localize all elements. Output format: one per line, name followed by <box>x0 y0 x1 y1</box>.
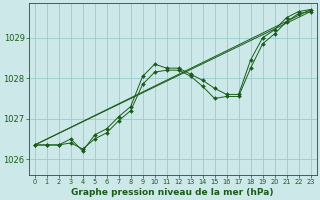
X-axis label: Graphe pression niveau de la mer (hPa): Graphe pression niveau de la mer (hPa) <box>71 188 274 197</box>
